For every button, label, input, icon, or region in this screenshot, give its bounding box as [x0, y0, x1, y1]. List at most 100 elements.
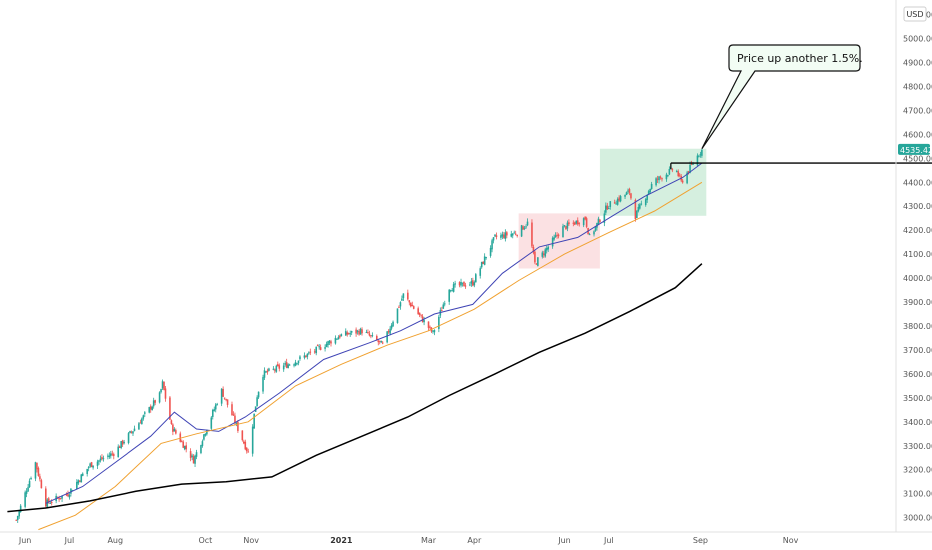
candle-body [547, 246, 550, 250]
time-tick-label: 2021 [330, 536, 353, 545]
candle-body [594, 226, 597, 231]
candle-body [347, 333, 350, 335]
price-tick-label: 3700.00 [903, 346, 932, 355]
candle-body [470, 281, 473, 284]
candle-body [39, 476, 41, 480]
candle-body [485, 256, 487, 258]
candle-body [70, 488, 72, 494]
red-zone [518, 213, 600, 269]
price-tick-label: 3800.00 [903, 322, 932, 331]
price-tick-label: 3600.00 [903, 370, 932, 379]
candle-body [469, 284, 471, 286]
candle-body [616, 198, 619, 205]
candle-body [668, 168, 671, 175]
candle-body [67, 493, 69, 497]
candle-body [432, 330, 434, 332]
candle-body [266, 370, 269, 373]
candle-body [582, 218, 585, 226]
candle-body [161, 381, 164, 389]
moving-average-lines [7, 162, 703, 531]
candle-body [637, 206, 640, 212]
time-tick-label: Jul [64, 536, 75, 545]
candle-body [380, 340, 383, 343]
candle-body [448, 289, 451, 302]
candle-body [325, 343, 328, 347]
candle-body [671, 168, 674, 171]
candle-body [371, 335, 374, 337]
candle-body [438, 316, 440, 329]
candle-body [401, 298, 403, 301]
candle-body [408, 300, 411, 303]
candle-body [164, 388, 167, 399]
candle-body [40, 480, 43, 489]
candle-body [211, 409, 214, 417]
candle-body [213, 409, 216, 411]
candle-body [377, 340, 380, 343]
candle-body [458, 282, 461, 286]
candle-body [297, 360, 300, 364]
price-callout[interactable]: Price up another 1.5%. [701, 44, 863, 150]
candle-body [698, 155, 700, 157]
candle-body [61, 495, 63, 499]
time-axis[interactable]: Jun Jul Aug Oct Nov 2021 Mar Apr Jun Jul Sep Nov [0, 531, 932, 545]
currency-button[interactable]: USD [903, 6, 927, 22]
candle-body [609, 201, 612, 207]
candle-body [65, 494, 68, 496]
candle-body [34, 462, 37, 479]
candle-body [588, 234, 591, 236]
candle-body [216, 404, 219, 406]
candle-body [624, 194, 626, 197]
candle-body [474, 274, 477, 283]
price-tick-label: 3900.00 [903, 298, 932, 307]
candle-body [328, 340, 331, 343]
price-tick-label: 3200.00 [903, 466, 932, 475]
candle-body [107, 455, 109, 457]
candle-body [253, 413, 255, 429]
candle-body [483, 256, 486, 265]
candle-body [625, 192, 628, 196]
candle-body [501, 234, 504, 237]
candle-body [359, 328, 362, 335]
candle-body [139, 422, 142, 424]
candle-body [308, 352, 310, 354]
candle-body [650, 183, 653, 189]
candle-body [381, 342, 384, 344]
currency-button-bg [903, 6, 927, 22]
candle-body [315, 346, 318, 354]
candle-body [127, 433, 130, 444]
candle-body [309, 351, 312, 353]
time-tick-label: Jun [557, 536, 571, 545]
candle-body [568, 222, 570, 225]
candle-body [76, 481, 78, 490]
candle-body [101, 457, 103, 460]
candle-body [18, 510, 21, 517]
horizontal-level-line[interactable] [670, 162, 932, 170]
candle-body [294, 362, 297, 366]
candle-body [513, 232, 516, 234]
candle-body [495, 235, 498, 237]
candle-body [274, 369, 276, 371]
candle-body [473, 282, 476, 286]
candle-body [241, 430, 244, 441]
price-axis[interactable]: 3000.00 3100.00 3200.00 3300.00 3400.00 3500.… [895, 0, 932, 532]
candle-body [531, 222, 533, 247]
candle-body [520, 225, 523, 237]
candle-body [361, 329, 363, 334]
candle-body [506, 232, 508, 236]
candle-body [665, 174, 668, 180]
candle-body [480, 261, 483, 268]
candle-body [336, 338, 338, 340]
candle-body [28, 480, 31, 488]
candle-body [575, 220, 578, 224]
candle-body [593, 231, 595, 235]
candle-body [551, 237, 554, 247]
candle-body [500, 235, 502, 238]
candle-body [319, 347, 322, 350]
price-tick-label: 4200.00 [903, 226, 932, 235]
fast-moving-average-line [45, 162, 703, 504]
candle-body [151, 406, 153, 411]
candle-body [368, 333, 371, 336]
candle-body [386, 331, 388, 343]
candle-body [293, 364, 295, 366]
